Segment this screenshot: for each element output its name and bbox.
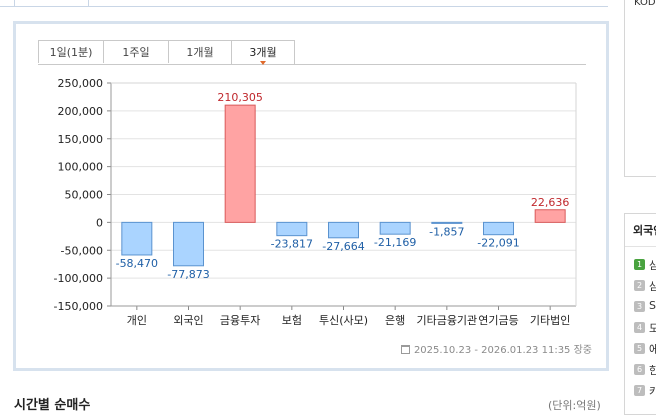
y-tick-label: 250,000 [58, 77, 104, 90]
bar [431, 221, 463, 224]
data-label: -58,470 [116, 257, 158, 270]
category-label: 투신(사모) [319, 314, 368, 327]
y-tick-label: 0 [96, 216, 103, 229]
right-top-panel: KOD [624, 0, 656, 177]
data-label: -22,091 [477, 237, 519, 250]
rank-item-link[interactable]: 삼 [649, 280, 656, 293]
y-tick-label: 200,000 [58, 105, 104, 118]
rank-item-link[interactable]: 에 [649, 343, 656, 356]
y-tick-label: 150,000 [58, 133, 104, 146]
data-label: -27,664 [322, 240, 364, 253]
rank-item-link[interactable]: 삼 [649, 259, 656, 272]
data-label: -77,873 [167, 268, 209, 281]
bar [534, 209, 566, 223]
data-label: 210,305 [217, 91, 263, 104]
bar [328, 221, 359, 239]
active-tab-caret-icon [260, 61, 266, 65]
bar [483, 221, 514, 236]
data-labels: -58,470 -77,873 210,305 -23,817 -27,664 -21,1… [116, 91, 570, 281]
category-label: 기타법인 [530, 314, 570, 327]
section-title: 시간별 순매수 [14, 398, 91, 413]
chart-panel: 1일(1분) 1주일 1개월 3개월 250,000 200,000 150,000… [13, 21, 609, 371]
rank-number: 1 [634, 259, 645, 270]
category-labels: 개인 외국인 금융투자 보험 투신(사모) 은행 기타금융기관 연기금등 기타법인 [127, 306, 570, 327]
top-tab[interactable] [14, 0, 89, 6]
foreign-rank-title: 외국인 [633, 224, 656, 237]
bar [276, 221, 308, 237]
rank-number: 4 [634, 322, 645, 333]
bar [224, 104, 256, 223]
plot-frame [110, 82, 577, 307]
category-label: 기타금융기관 [416, 314, 477, 327]
y-tick-label: 100,000 [58, 161, 104, 174]
data-label: 22,636 [531, 196, 570, 209]
data-label: -21,169 [374, 236, 416, 249]
category-label: 개인 [127, 314, 147, 327]
bar [379, 221, 411, 235]
tab-1day[interactable]: 1일(1분) [38, 40, 104, 63]
y-tick-label: 50,000 [65, 189, 104, 202]
bar [121, 221, 153, 256]
rank-number: 2 [634, 280, 645, 291]
rank-number: 3 [634, 301, 645, 312]
rank-item-link[interactable]: S [649, 299, 656, 312]
divider [625, 246, 656, 247]
data-label: -23,817 [271, 238, 313, 251]
category-label: 은행 [385, 314, 405, 327]
calendar-icon [400, 345, 410, 354]
tab-3month[interactable]: 3개월 [231, 40, 295, 65]
top-tab-strip [0, 0, 608, 7]
unit-label: (단위:억원) [548, 399, 601, 412]
right-top-text: KOD [634, 0, 656, 8]
category-label: 외국인 [173, 314, 203, 327]
category-label: 금융투자 [220, 314, 260, 327]
rank-number: 5 [634, 343, 645, 354]
rank-number: 7 [634, 385, 645, 396]
date-range: 2025.10.23 - 2026.01.23 11:35 장중 [400, 341, 592, 356]
y-tick-label: -150,000 [54, 300, 103, 313]
rank-number: 6 [634, 364, 645, 375]
period-tabs: 1일(1분) 1주일 1개월 3개월 [38, 40, 586, 65]
y-tick-label: -100,000 [54, 272, 103, 285]
bar [173, 221, 204, 267]
rank-item-link[interactable]: 한 [649, 364, 656, 377]
rank-item-link[interactable]: 카 [649, 385, 656, 398]
y-axis-ticks: 250,000 200,000 150,000 100,000 50,000 0 -50,0… [54, 77, 111, 313]
rank-item-link[interactable]: 도 [649, 322, 656, 335]
y-tick-label: -50,000 [61, 244, 103, 257]
category-label: 보험 [282, 314, 302, 327]
bars [121, 104, 566, 267]
category-label: 연기금등 [478, 314, 518, 327]
investor-bar-chart: 250,000 200,000 150,000 100,000 50,000 0 -50,0… [54, 77, 577, 327]
tab-1week[interactable]: 1주일 [103, 40, 169, 63]
data-label: -1,857 [429, 225, 464, 238]
